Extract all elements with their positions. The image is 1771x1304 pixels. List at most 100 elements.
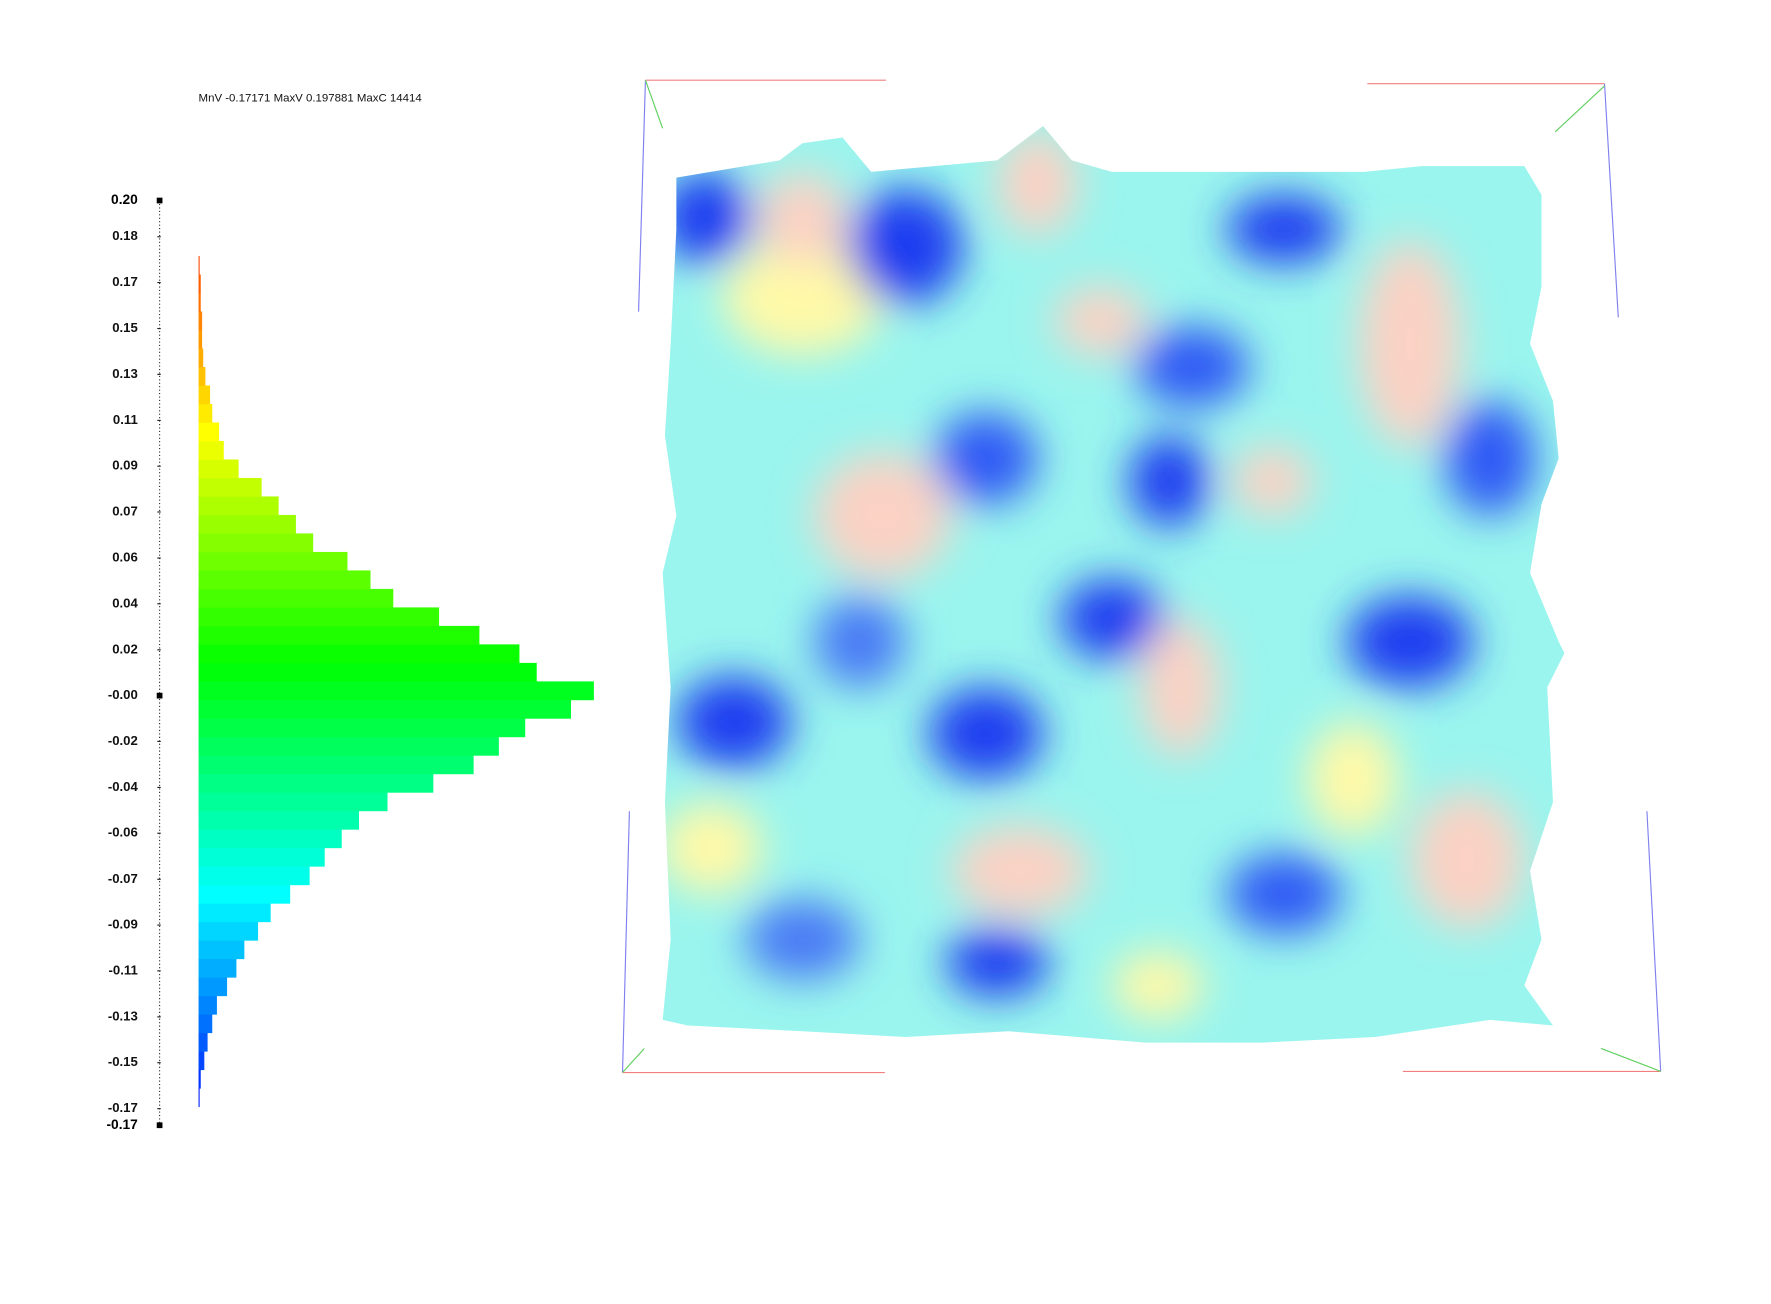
histogram-bar xyxy=(198,1051,205,1071)
mesh-region xyxy=(676,676,791,768)
histogram-bar xyxy=(198,625,480,645)
mesh-region xyxy=(1054,286,1147,356)
histogram-bar xyxy=(198,940,245,960)
mesh-region xyxy=(1306,721,1399,837)
y-tick-label: 0.20 xyxy=(111,192,138,207)
histogram-bar xyxy=(198,440,224,460)
histogram-bar xyxy=(198,329,203,349)
histogram-bar xyxy=(198,884,291,904)
mesh-region xyxy=(1409,790,1525,929)
y-tick-label: 0.13 xyxy=(112,366,138,381)
mesh-region xyxy=(928,687,1044,780)
y-tick-label: -0.15 xyxy=(108,1054,138,1069)
histogram-bar xyxy=(198,662,537,682)
y-tick-label: 0.11 xyxy=(113,412,138,427)
y-tick-label: -0.11 xyxy=(109,962,138,977)
histogram-bar xyxy=(198,718,526,738)
y-tick-label: 0.15 xyxy=(112,320,138,335)
mesh-region xyxy=(1111,951,1204,1020)
histogram-bar xyxy=(198,644,520,664)
mesh-render xyxy=(662,126,1565,1043)
mesh-region xyxy=(945,928,1049,997)
mesh-region xyxy=(1444,401,1536,516)
bbox-edge xyxy=(644,80,664,129)
bbox-edge xyxy=(1603,83,1619,318)
mesh-region xyxy=(1346,595,1473,688)
mesh-region xyxy=(1128,435,1210,528)
histogram-bar xyxy=(198,866,310,886)
histogram-bar xyxy=(198,829,342,849)
bbox-edge xyxy=(1554,85,1605,133)
bounding-box xyxy=(621,79,1662,1074)
histogram-bar xyxy=(198,533,314,553)
stats-header: MnV -0.17171 MaxV 0.197881 MaxC 14414 xyxy=(199,93,423,105)
y-tick-label: -0.04 xyxy=(108,779,139,794)
bbox-edge xyxy=(1600,1047,1661,1072)
bbox-edge xyxy=(637,80,647,312)
y-tick-marker xyxy=(156,197,163,204)
histogram-bar xyxy=(198,699,572,719)
mesh-region xyxy=(951,825,1089,917)
mesh-region xyxy=(1140,618,1221,757)
histogram-bar xyxy=(198,736,499,756)
histogram-bar xyxy=(198,607,440,627)
mesh-region xyxy=(662,171,751,264)
y-tick-marker xyxy=(156,692,163,699)
histogram-bar xyxy=(198,681,594,701)
histogram-bar xyxy=(198,588,394,608)
histogram-bar xyxy=(198,1014,213,1034)
histogram-bar xyxy=(198,477,262,497)
histogram-bar xyxy=(198,847,325,867)
mesh-region xyxy=(848,189,963,304)
mesh-region xyxy=(1358,240,1462,447)
y-tick-label: 0.07 xyxy=(112,503,138,518)
bbox-edge xyxy=(1646,811,1662,1072)
histogram-bar xyxy=(198,921,259,941)
histogram-bar xyxy=(198,1088,200,1108)
histogram-bar xyxy=(198,977,228,997)
histogram-bar xyxy=(198,311,203,331)
histogram-bar xyxy=(198,293,201,312)
histogram-bar xyxy=(198,792,388,812)
mesh-region xyxy=(1226,853,1341,934)
y-tick-marker xyxy=(156,1122,163,1129)
y-tick-label: -0.00 xyxy=(108,687,138,702)
histogram-bar xyxy=(198,274,201,294)
mesh-region xyxy=(934,412,1038,505)
mesh-region xyxy=(813,595,906,688)
mesh-region xyxy=(1232,446,1313,516)
histogram-bar xyxy=(198,496,279,516)
y-tick-label: -0.09 xyxy=(108,917,138,932)
y-tick-label: 0.17 xyxy=(112,274,138,289)
histogram-bar xyxy=(198,256,200,275)
histogram-bar xyxy=(198,385,211,405)
y-tick-label: -0.17 xyxy=(108,1100,138,1115)
mesh-region xyxy=(997,131,1078,235)
y-tick-label: 0.09 xyxy=(112,458,138,473)
y-tick-label: 0.04 xyxy=(112,595,138,610)
histogram-bar xyxy=(198,403,213,423)
histogram-bar xyxy=(198,422,220,442)
histogram-bar xyxy=(198,958,237,978)
mesh-region xyxy=(813,452,952,579)
histogram-bar xyxy=(198,551,348,571)
bbox-edge xyxy=(622,1048,645,1073)
histogram-bar xyxy=(198,366,206,386)
mesh-region xyxy=(662,802,763,894)
histogram-bar xyxy=(198,1069,201,1089)
histogram-bar xyxy=(198,903,271,923)
histogram-bar xyxy=(198,514,296,534)
histogram-bar xyxy=(198,755,474,775)
histogram-bar xyxy=(198,459,239,479)
y-tick-label: -0.13 xyxy=(108,1008,138,1023)
mesh-region xyxy=(722,240,883,356)
histogram-bar xyxy=(198,348,204,368)
histogram-bar xyxy=(198,810,359,830)
y-tick-label: -0.17 xyxy=(106,1117,138,1132)
mesh-region xyxy=(1134,326,1250,407)
histogram-bar xyxy=(198,995,217,1015)
histogram-bar xyxy=(198,570,371,590)
histogram-bar xyxy=(198,1032,208,1052)
